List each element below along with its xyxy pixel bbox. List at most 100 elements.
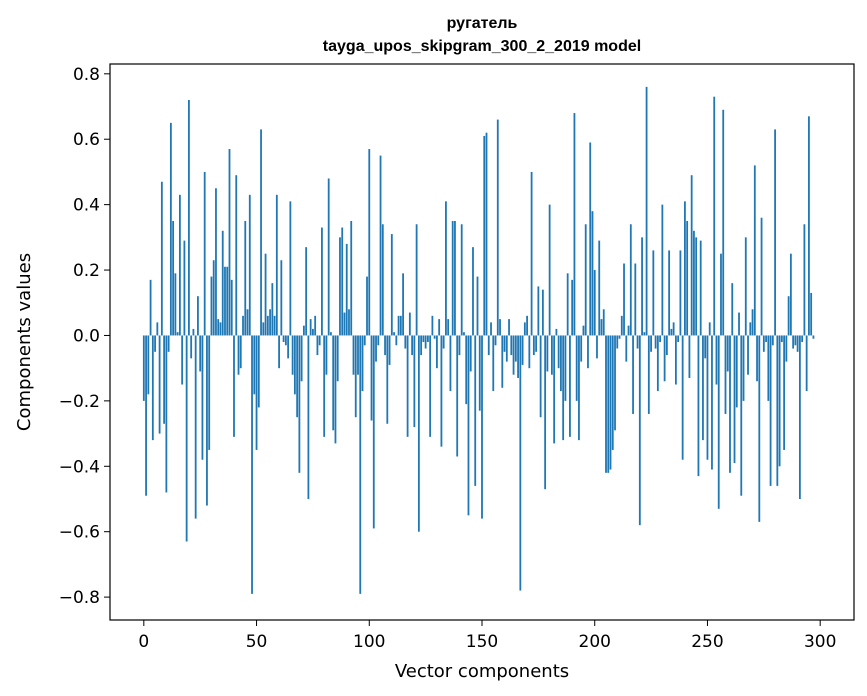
- bar: [647, 335, 650, 414]
- bar: [149, 279, 152, 336]
- bar: [246, 309, 249, 336]
- bar: [406, 335, 409, 437]
- bar: [665, 335, 668, 356]
- bar: [208, 335, 211, 450]
- bar: [641, 237, 643, 336]
- bar: [580, 335, 583, 362]
- bar: [201, 335, 204, 460]
- bar: [738, 312, 740, 336]
- bar: [505, 335, 508, 362]
- y-axis-label: Components values: [14, 253, 35, 431]
- bar: [744, 237, 747, 336]
- y-tick-label: 0.2: [73, 261, 100, 281]
- bar: [298, 335, 301, 473]
- bar: [352, 335, 355, 375]
- bar: [260, 129, 262, 336]
- bar: [154, 335, 156, 352]
- bar: [742, 335, 745, 401]
- bar: [341, 227, 344, 336]
- bar: [535, 335, 538, 352]
- bar: [679, 250, 682, 336]
- bar: [711, 335, 713, 470]
- bar: [693, 230, 695, 336]
- bar: [438, 319, 441, 336]
- bar: [699, 240, 702, 336]
- bar: [440, 335, 443, 447]
- bar: [185, 335, 188, 542]
- bar: [212, 260, 215, 336]
- bar: [332, 335, 335, 431]
- bar: [463, 332, 465, 336]
- bar: [541, 289, 544, 336]
- bar: [287, 335, 290, 359]
- bar: [762, 335, 765, 352]
- bar: [368, 149, 371, 336]
- bar: [720, 253, 722, 336]
- bar: [314, 315, 317, 336]
- bar: [422, 335, 425, 342]
- bar: [812, 335, 815, 339]
- bar: [426, 335, 429, 342]
- bar: [350, 220, 353, 336]
- bar: [521, 335, 524, 365]
- bar: [197, 296, 199, 336]
- bar: [262, 322, 265, 336]
- y-tick-label: −0.4: [59, 457, 100, 477]
- bar: [589, 142, 592, 336]
- bar: [411, 335, 414, 356]
- bar: [801, 335, 804, 342]
- bar: [336, 335, 339, 382]
- bar: [251, 335, 253, 594]
- bar: [760, 217, 763, 336]
- bar: [273, 315, 276, 336]
- x-tick-label: 250: [691, 632, 723, 652]
- x-axis-ticks: 0 50 100 150 200 250 300: [138, 620, 836, 652]
- bar: [366, 276, 368, 336]
- bar: [645, 86, 648, 336]
- bar: [206, 335, 208, 506]
- bar: [169, 122, 172, 336]
- bar: [591, 211, 594, 336]
- bar: [282, 335, 285, 342]
- bar: [399, 315, 402, 336]
- bar: [210, 276, 213, 336]
- bar: [598, 240, 601, 336]
- bar: [530, 171, 533, 336]
- plot-area-frame: [109, 63, 855, 621]
- bar: [774, 129, 776, 336]
- bar: [458, 335, 461, 356]
- bar: [334, 335, 337, 444]
- bar: [312, 328, 314, 336]
- bar: [228, 149, 231, 336]
- bar: [194, 335, 197, 519]
- x-tick-label: 150: [466, 632, 498, 652]
- bar: [571, 279, 574, 336]
- bar: [469, 335, 472, 372]
- bar: [715, 335, 718, 385]
- bar: [388, 335, 391, 365]
- bar: [467, 335, 470, 516]
- bar: [190, 335, 193, 359]
- bar: [690, 175, 693, 336]
- bar: [284, 335, 287, 346]
- bar: [596, 335, 598, 359]
- bar: [539, 335, 542, 418]
- bar: [253, 335, 256, 395]
- bar: [537, 286, 540, 336]
- bar: [375, 335, 377, 362]
- bar: [776, 335, 779, 486]
- bar: [395, 335, 398, 346]
- bar: [221, 230, 224, 336]
- bar: [343, 312, 346, 336]
- bar: [654, 335, 657, 349]
- bar: [656, 335, 659, 392]
- bar: [325, 335, 328, 375]
- bar: [386, 335, 389, 424]
- bar: [510, 335, 513, 356]
- bar: [361, 335, 364, 392]
- bar: [165, 335, 168, 493]
- bar: [767, 335, 770, 401]
- bar: [794, 335, 797, 346]
- bar: [544, 335, 547, 490]
- bar: [296, 335, 299, 418]
